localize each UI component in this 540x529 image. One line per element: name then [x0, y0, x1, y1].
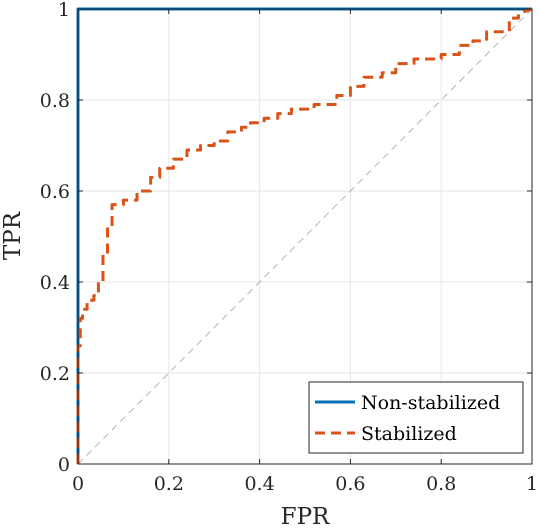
y-axis-ticks: 0 0.2 0.4 0.6 0.8 1	[40, 0, 532, 476]
legend-label-non-stabilized: Non-stabilized	[361, 392, 500, 414]
x-tick-label: 0.6	[335, 473, 365, 495]
plot-frame	[77, 8, 533, 465]
y-tick-label: 0.6	[40, 181, 70, 203]
y-tick-label: 0.4	[40, 272, 70, 294]
x-tick-label: 0	[72, 473, 84, 495]
y-tick-label: 0	[58, 454, 70, 476]
x-axis-ticks: 0 0.2 0.4 0.6 0.8 1	[72, 9, 538, 495]
legend: Non-stabilized Stabilized	[308, 381, 524, 454]
grid	[78, 9, 532, 464]
x-tick-label: 0.4	[244, 473, 274, 495]
y-axis-label: TPR	[0, 211, 26, 260]
series-line-stabilized	[76, 7, 533, 464]
legend-label-stabilized: Stabilized	[361, 423, 457, 445]
x-axis-label: FPR	[281, 504, 330, 529]
y-tick-label: 0.8	[40, 90, 70, 112]
x-tick-label: 0.8	[426, 473, 456, 495]
x-tick-label: 0.2	[154, 473, 184, 495]
legend-box	[308, 381, 524, 454]
y-tick-label: 1	[58, 0, 70, 21]
x-tick-label: 1	[526, 473, 538, 495]
y-tick-label: 0.2	[40, 363, 70, 385]
